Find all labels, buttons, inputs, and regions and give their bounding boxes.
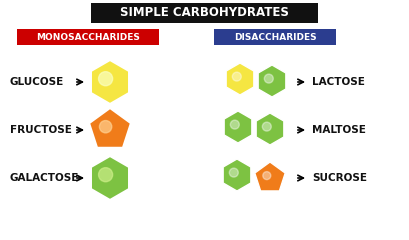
FancyBboxPatch shape xyxy=(91,3,318,23)
Text: SUCROSE: SUCROSE xyxy=(312,173,367,183)
Polygon shape xyxy=(91,60,129,104)
Polygon shape xyxy=(255,162,285,191)
Text: DISACCHARIDES: DISACCHARIDES xyxy=(234,32,316,42)
Polygon shape xyxy=(89,108,131,148)
Circle shape xyxy=(99,120,112,133)
Polygon shape xyxy=(226,63,254,95)
Text: MONOSACCHARIDES: MONOSACCHARIDES xyxy=(36,32,140,42)
Text: SIMPLE CARBOHYDRATES: SIMPLE CARBOHYDRATES xyxy=(119,6,288,19)
Circle shape xyxy=(232,72,241,81)
Polygon shape xyxy=(258,65,286,97)
Circle shape xyxy=(230,120,239,129)
Polygon shape xyxy=(224,111,252,143)
Text: LACTOSE: LACTOSE xyxy=(312,77,365,87)
Circle shape xyxy=(229,168,238,177)
Circle shape xyxy=(99,72,112,86)
FancyBboxPatch shape xyxy=(17,29,159,45)
Polygon shape xyxy=(256,113,284,145)
Circle shape xyxy=(99,168,112,182)
Polygon shape xyxy=(223,159,251,191)
Text: GLUCOSE: GLUCOSE xyxy=(10,77,64,87)
FancyBboxPatch shape xyxy=(214,29,336,45)
Text: FRUCTOSE: FRUCTOSE xyxy=(10,125,72,135)
Circle shape xyxy=(263,172,271,180)
Text: MALTOSE: MALTOSE xyxy=(312,125,366,135)
Polygon shape xyxy=(91,156,129,200)
Circle shape xyxy=(262,122,271,131)
Text: GALACTOSE: GALACTOSE xyxy=(10,173,79,183)
Circle shape xyxy=(264,74,273,83)
